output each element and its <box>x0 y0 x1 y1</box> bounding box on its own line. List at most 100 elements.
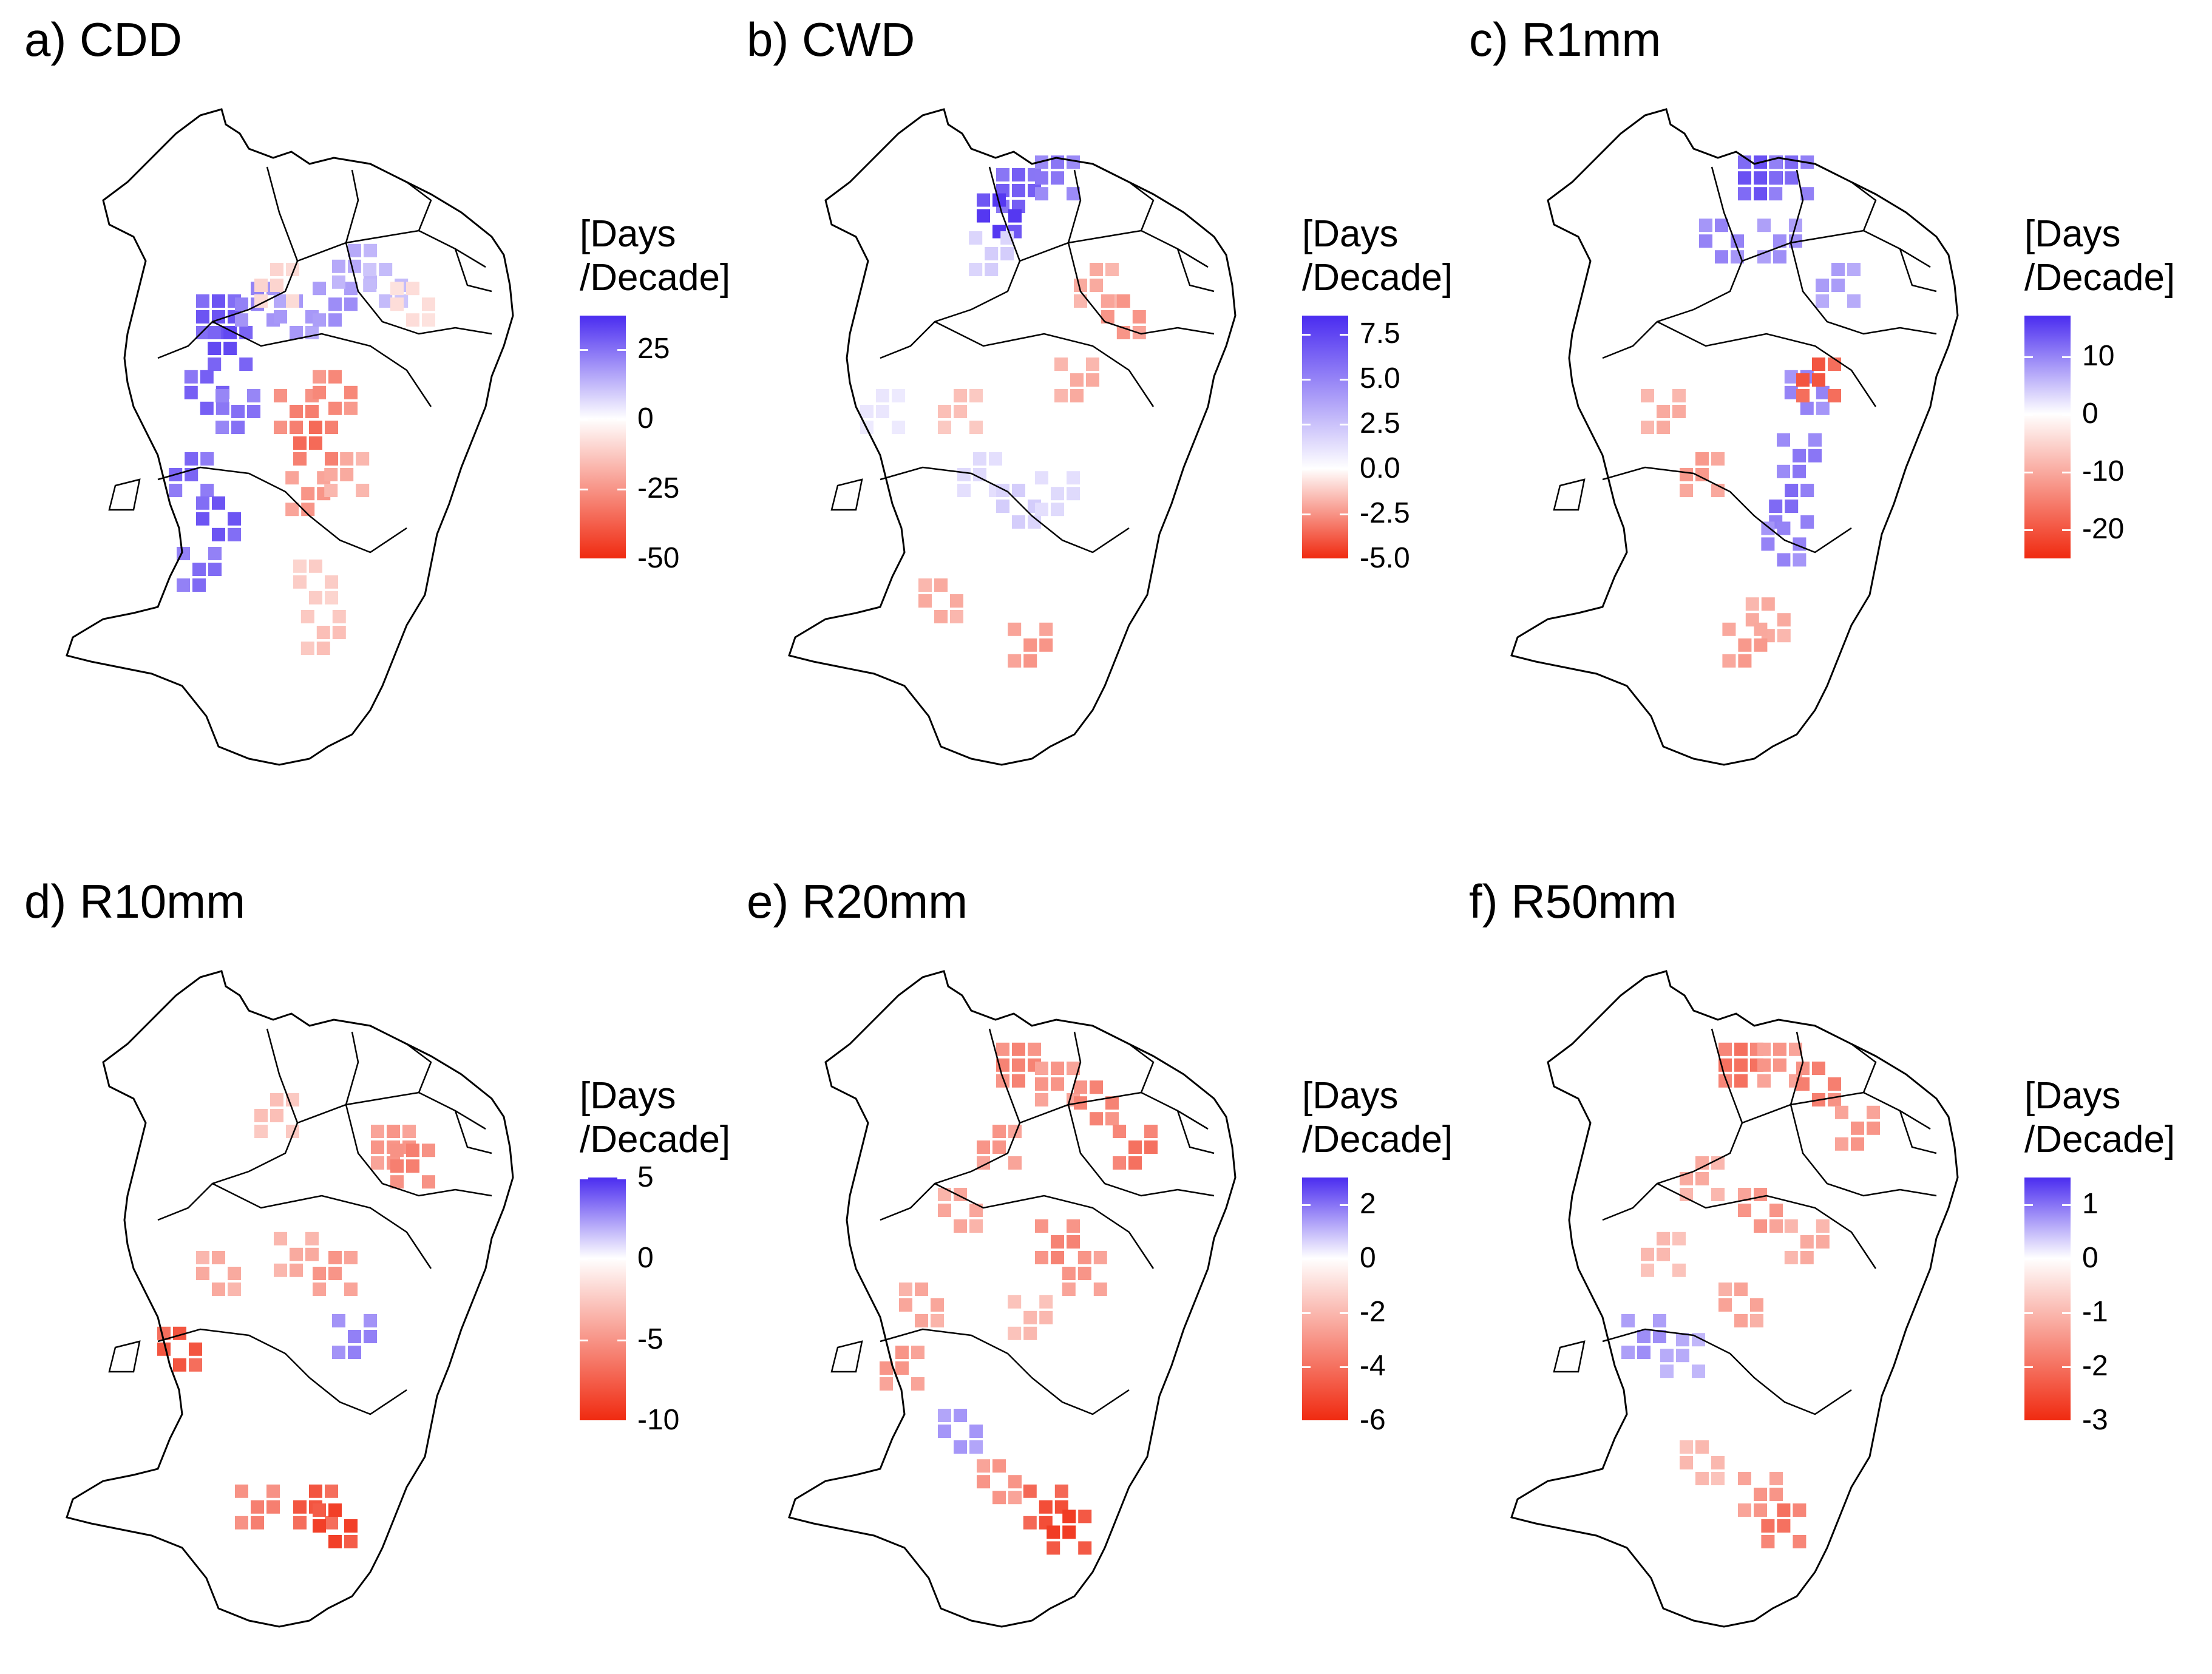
grid-cell <box>185 452 198 466</box>
grid-cell <box>290 421 303 434</box>
grid-cell <box>1816 385 1830 399</box>
grid-cell <box>344 1283 358 1296</box>
grid-cell <box>1754 1219 1767 1233</box>
grid-cell <box>1090 263 1103 276</box>
colorbar-tick-label: -6 <box>1360 1404 1386 1436</box>
grid-cell <box>313 1267 326 1280</box>
grid-cell <box>313 370 326 384</box>
grid-cell <box>899 1283 912 1296</box>
grid-cell <box>1144 1125 1158 1138</box>
grid-cell <box>954 389 967 402</box>
panel-title: f) R50mm <box>1469 875 1677 928</box>
grid-cell <box>173 1358 186 1372</box>
grid-cell <box>325 452 338 466</box>
panel-r10mm: d) R10mm [Days/Decade] 5 0 -5 -10 <box>24 874 741 1663</box>
grid-cell <box>1012 484 1025 497</box>
grid-cell <box>1672 1263 1686 1277</box>
grid-cell <box>969 231 983 245</box>
grid-cell <box>305 1232 319 1245</box>
grid-cell <box>1023 1516 1037 1530</box>
grid-cell <box>285 471 299 485</box>
grid-cell <box>177 578 190 592</box>
grid-cell <box>254 1109 268 1122</box>
grid-cell <box>356 452 370 466</box>
grid-cell <box>200 484 214 497</box>
grid-cell <box>1641 1247 1654 1261</box>
grid-cell <box>328 1267 342 1280</box>
grid-cell <box>215 401 229 415</box>
colorbar-tick-label: 7.5 <box>1360 317 1400 350</box>
grid-cell <box>977 193 990 207</box>
grid-cell <box>1090 1080 1103 1094</box>
state-borders <box>108 1028 493 1415</box>
grid-cell <box>328 370 342 384</box>
grid-cell <box>189 1342 202 1356</box>
grid-cell <box>1793 449 1806 463</box>
legend-title-line2: /Decade] <box>580 257 731 299</box>
colorbar <box>1302 1178 1348 1420</box>
grid-cell <box>1777 521 1791 535</box>
grid-cell <box>954 1409 967 1422</box>
grid-cell <box>300 610 314 623</box>
grid-cell <box>1051 171 1064 185</box>
grid-cell <box>328 297 342 311</box>
panel-title: b) CWD <box>747 13 915 66</box>
grid-cell <box>876 389 889 402</box>
colorbar-tick-label: -4 <box>1360 1350 1386 1383</box>
grid-cell <box>1711 1156 1725 1170</box>
grid-cell <box>208 547 222 560</box>
grid-cell <box>1816 294 1829 308</box>
grid-cell <box>918 594 932 608</box>
grid-cell <box>1816 279 1829 292</box>
grid-cell <box>348 1330 361 1343</box>
grid-cell <box>1023 638 1037 652</box>
grid-cell <box>301 487 315 501</box>
grid-cell <box>1008 654 1022 668</box>
legend-title-line1: [Days <box>1302 1075 1399 1117</box>
grid-cell <box>196 496 209 510</box>
grid-cell <box>1769 500 1783 513</box>
grid-cell <box>1777 629 1791 643</box>
panel-title: e) R20mm <box>747 875 968 928</box>
grid-cell <box>189 1358 202 1372</box>
grid-cell <box>1051 1235 1064 1249</box>
colorbar-tick-label: 2 <box>1360 1188 1376 1221</box>
grid-cell <box>1754 622 1768 636</box>
colorbar-tick-label: 5.0 <box>1360 362 1400 395</box>
grid-cell <box>1039 622 1053 636</box>
grid-cell <box>196 512 209 526</box>
grid-cell <box>1777 433 1790 447</box>
colorbar-tick-label: -2 <box>2082 1350 2108 1383</box>
grid-cell <box>934 610 948 623</box>
grid-cell <box>332 275 345 289</box>
grid-cell <box>1754 1188 1767 1201</box>
legend-title: [Days/Decade] <box>580 1074 730 1162</box>
grid-cell <box>1761 537 1775 551</box>
grid-cell <box>969 1425 983 1438</box>
grid-cell <box>1699 234 1712 248</box>
legend-title-line2: /Decade] <box>2024 257 2176 299</box>
grid-cell <box>1101 294 1114 308</box>
grid-cell <box>1847 263 1861 276</box>
grid-cell <box>313 282 326 296</box>
grid-cell <box>344 297 358 311</box>
grid-cell <box>1657 421 1670 434</box>
grid-cell <box>1051 1062 1064 1075</box>
grid-cell <box>293 575 307 589</box>
colorbar-tick-label: -3 <box>2082 1404 2108 1436</box>
grid-cell <box>1012 515 1025 529</box>
grid-cell <box>1793 553 1807 567</box>
grid-cell <box>1769 1219 1783 1233</box>
grid-cell <box>1761 1519 1775 1533</box>
grid-cell <box>270 1093 283 1106</box>
colorbar-tick-label: -1 <box>2082 1296 2108 1329</box>
grid-cell <box>1067 1062 1080 1075</box>
grid-cell <box>390 1144 404 1157</box>
grid-cell <box>1722 622 1736 636</box>
grid-cell <box>1105 263 1119 276</box>
grid-cell <box>895 1361 909 1375</box>
grid-cell <box>996 168 1009 181</box>
grid-cell <box>1676 1333 1689 1347</box>
colorbar <box>2024 316 2071 558</box>
grid-cell <box>977 1475 990 1489</box>
